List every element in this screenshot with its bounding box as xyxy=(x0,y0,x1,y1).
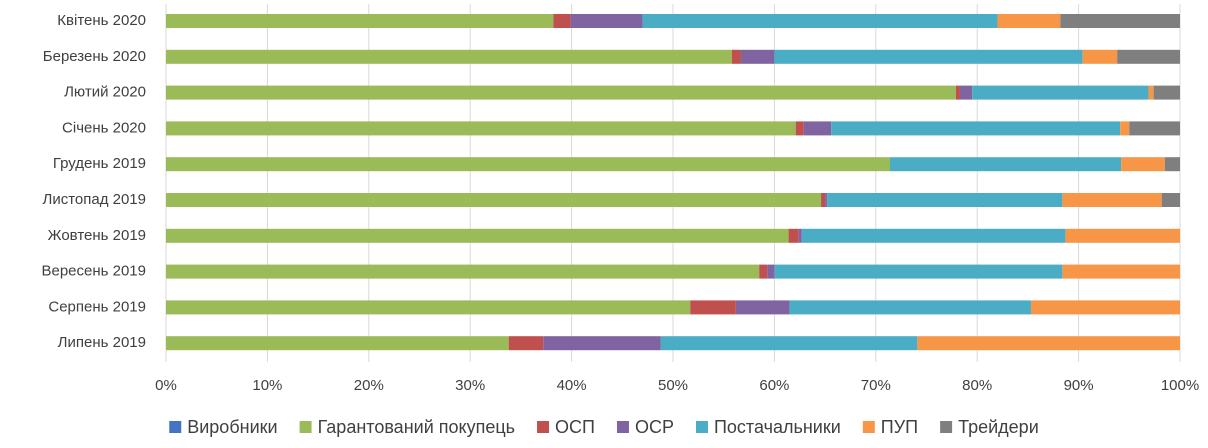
bar-segment xyxy=(959,85,973,100)
bar-segment xyxy=(798,228,802,243)
x-tick-label: 60% xyxy=(759,377,789,394)
legend-label: ОСР xyxy=(635,417,674,437)
bar-segment xyxy=(997,14,1061,28)
bar-segment xyxy=(831,121,1121,136)
x-tick-label: 20% xyxy=(354,377,384,394)
y-tick-label: Серпень 2019 xyxy=(48,298,146,315)
bar-segment xyxy=(740,49,775,64)
y-tick-label: Вересень 2019 xyxy=(41,263,146,280)
legend-swatch xyxy=(299,421,312,433)
bar-segment xyxy=(1062,264,1180,279)
bar-segment xyxy=(166,49,732,64)
bar-segment xyxy=(735,300,790,315)
y-tick-label: Січень 2020 xyxy=(62,119,146,136)
bar-segment xyxy=(642,14,998,28)
bar-segment xyxy=(570,14,643,28)
bar-segment xyxy=(825,193,828,207)
bar-segment xyxy=(166,193,822,207)
y-tick-label: Листопад 2019 xyxy=(42,191,146,208)
legend-label: Постачальники xyxy=(714,417,841,437)
bar-segment xyxy=(1030,300,1180,315)
bar-segment xyxy=(767,264,775,279)
legend-label: ОСП xyxy=(555,417,595,437)
legend-swatch xyxy=(537,421,550,433)
bar-segment xyxy=(1153,85,1180,100)
bar-segment xyxy=(1062,193,1162,207)
bar-segment xyxy=(1120,121,1130,136)
bar-segment xyxy=(1148,85,1154,100)
legend-label: Виробники xyxy=(187,417,277,437)
bar-segment xyxy=(774,49,1083,64)
legend-swatch xyxy=(169,421,182,433)
x-tick-label: 100% xyxy=(1161,377,1199,394)
legend-swatch xyxy=(862,421,875,433)
x-tick-label: 50% xyxy=(658,377,688,394)
x-tick-label: 70% xyxy=(861,377,891,394)
bar-segment xyxy=(1065,228,1180,243)
bar-segment xyxy=(166,121,796,136)
x-tick-label: 80% xyxy=(962,377,992,394)
bar-segment xyxy=(827,193,1063,207)
y-tick-label: Грудень 2019 xyxy=(53,155,146,172)
bar-segment xyxy=(1121,157,1165,172)
legend-label: Трейдери xyxy=(958,417,1039,437)
bar-segment xyxy=(166,85,956,100)
bar-segment xyxy=(789,300,1031,315)
bar-segment xyxy=(553,14,571,28)
bar-segment xyxy=(955,85,960,100)
legend-label: ПУП xyxy=(881,417,918,437)
bar-segment xyxy=(803,121,832,136)
bar-segment xyxy=(508,336,544,351)
y-tick-label: Квітень 2020 xyxy=(57,12,146,29)
bar-segment xyxy=(543,336,661,351)
legend-swatch xyxy=(940,421,953,433)
bar-segment xyxy=(1161,193,1180,207)
bar-segment xyxy=(166,264,760,279)
bar-segment xyxy=(660,336,918,351)
bar-segment xyxy=(166,14,554,28)
bar-segment xyxy=(166,300,691,315)
x-tick-label: 30% xyxy=(455,377,485,394)
bar-segment xyxy=(1082,49,1118,64)
legend-swatch xyxy=(695,421,708,433)
bar-segment xyxy=(1117,49,1180,64)
x-tick-label: 90% xyxy=(1064,377,1094,394)
bar-segment xyxy=(1164,157,1180,172)
y-tick-label: Липень 2019 xyxy=(58,334,146,351)
bar-segment xyxy=(1129,121,1180,136)
bar-segment xyxy=(795,121,804,136)
bar-segment xyxy=(774,264,1063,279)
bar-segment xyxy=(166,157,890,172)
x-tick-label: 40% xyxy=(557,377,587,394)
y-tick-label: Жовтень 2019 xyxy=(48,227,146,244)
bar-segment xyxy=(972,85,1149,100)
legend-swatch xyxy=(616,421,629,433)
y-tick-label: Лютий 2020 xyxy=(64,84,146,101)
x-tick-label: 10% xyxy=(252,377,282,394)
x-tick-label: 0% xyxy=(155,377,177,394)
bar-segment xyxy=(801,228,1066,243)
bar-segment xyxy=(759,264,768,279)
bar-segment xyxy=(889,157,1122,172)
legend-label: Гарантований покупець xyxy=(318,417,515,437)
y-tick-label: Березень 2020 xyxy=(43,48,146,65)
bar-segment xyxy=(1060,14,1180,28)
bar-segment xyxy=(166,228,789,243)
bar-segment xyxy=(690,300,736,315)
bar-segment xyxy=(731,49,741,64)
bar-segment xyxy=(166,336,509,351)
bar-segment xyxy=(917,336,1180,351)
bar-segment xyxy=(821,193,826,207)
bar-segment xyxy=(788,228,799,243)
